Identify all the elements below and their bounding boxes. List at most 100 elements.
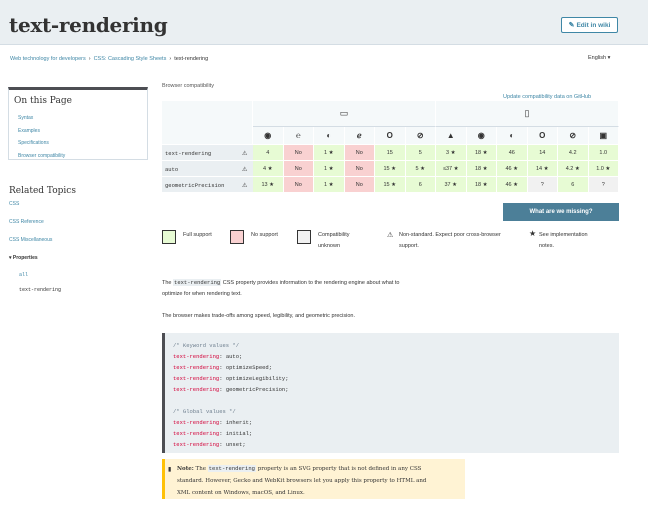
toc-item-examples[interactable]: Examples [18,127,40,134]
browser-icon: O [375,127,406,145]
compat-cell[interactable]: 46 ★ [497,177,528,193]
update-compat-link[interactable]: Update compatibility data on GitHub [503,94,592,100]
compat-cell[interactable]: 1 ★ [314,161,345,177]
warning-icon: ⚠ [242,149,248,157]
legend-nonstandard: Non-standard. Expect poor cross-browser … [399,232,501,249]
compat-cell[interactable]: 18 ★ [466,145,497,161]
feature-name: text-rendering [165,149,212,157]
compat-cell[interactable]: 15 ★ [375,161,406,177]
legend-no: No support [251,232,278,238]
related-prop-text-rendering: text-rendering [19,287,62,293]
compat-cell[interactable]: 4 ★ [253,161,284,177]
feature-row-header [162,145,253,161]
notes-icon: ★ [529,229,537,238]
note-box: ▮ Note: The text-rendering property is a… [162,459,465,499]
compat-cell[interactable]: 4.2 ★ [558,161,589,177]
code-line: text-rendering: optimizeLegibility; [173,375,289,382]
code-line: text-rendering: inherit; [173,419,253,426]
compat-cell[interactable]: No [283,145,314,161]
note-flag-icon: ▮ [168,466,172,473]
compat-cell[interactable]: 46 ★ [497,161,528,177]
warning-icon: ⚠ [242,165,248,173]
compat-cell[interactable]: 18 ★ [466,177,497,193]
related-link-css[interactable]: CSS [9,201,20,207]
compat-cell[interactable]: 37 ★ [436,177,467,193]
compat-cell[interactable]: No [344,177,375,193]
page-header: text-rendering ✎ Edit in wiki [0,0,648,45]
code-line: text-rendering: auto; [173,353,243,360]
desktop-icon: ▭ [339,108,349,118]
compat-cell[interactable]: 15 [375,145,406,161]
related-link-css-reference[interactable]: CSS Reference [9,219,44,225]
compat-cell[interactable]: No [344,161,375,177]
toc-item-browser-compat[interactable]: Browser compatibility [18,152,66,159]
browser-icon: ◐ [314,127,345,145]
breadcrumb: Web technology for developers › CSS: Casc… [10,56,209,62]
browser-icon: ▣ [588,127,619,145]
compat-cell[interactable]: 3 ★ [436,145,467,161]
compat-cell[interactable]: 1 ★ [314,177,345,193]
compat-cell[interactable]: 14 ★ [527,161,558,177]
browser-icon: ◐ [497,127,528,145]
mobile-group: ▯ [436,101,619,127]
compat-cell[interactable]: No [344,145,375,161]
what-are-we-missing-button[interactable]: What are we missing? [503,203,619,221]
compat-cell[interactable]: 4 [253,145,284,161]
compat-cell[interactable]: 4.2 [558,145,589,161]
compat-cell[interactable]: No [283,161,314,177]
compat-cell[interactable]: 5 ★ [405,161,436,177]
compat-cell[interactable]: 1.0 [588,145,619,161]
feature-row-header [162,177,253,193]
mobile-icon: ▯ [524,108,530,118]
legend-notes: See implementation notes. [539,232,588,249]
breadcrumb-link[interactable]: CSS: Cascading Style Sheets [93,56,167,62]
compat-cell[interactable]: 13 ★ [253,177,284,193]
compat-cell[interactable]: 1 ★ [314,145,345,161]
legend-unknown: Compatibility unknown [318,232,350,249]
related-link-css-misc[interactable]: CSS Miscellaneous [9,237,53,243]
intro-paragraph: The text-rendering CSS property provides… [162,279,400,297]
compat-cell[interactable]: 6 [405,177,436,193]
compat-cell[interactable]: 15 ★ [375,177,406,193]
page-title: text-rendering [9,13,168,37]
compat-cell[interactable]: 6 [558,177,589,193]
edit-label: Edit in wiki [576,21,611,29]
feature-row-header [162,161,253,177]
browser-icon: ◉ [253,127,284,145]
compat-table: ▭ ▯ ◉ ℮ ◐ ℯ O ⊘ ▲ ◉ ◐ O ⊘ ▣ text-rendering ⚠ 4 No 1 ★ No… [162,101,619,201]
browser-icon: ⊘ [558,127,589,145]
tradeoffs-paragraph: The browser makes trade-offs among speed… [162,313,356,319]
desktop-group: ▭ [253,101,436,127]
compat-cell[interactable]: 14 [527,145,558,161]
table-corner [162,101,253,145]
legend-full: Full support [183,232,212,238]
browser-icon: ℮ [283,127,314,145]
compat-cell[interactable]: 46 [497,145,528,161]
browser-icon: ◉ [466,127,497,145]
compat-cell[interactable]: ≤37 ★ [436,161,467,177]
browser-icon: ▲ [436,127,467,145]
compat-cell[interactable]: 18 ★ [466,161,497,177]
compat-cell[interactable]: ? [527,177,558,193]
breadcrumb-current: text-rendering [174,56,209,62]
code-line: text-rendering: optimizeSpeed; [173,364,273,371]
toc-heading: On this Page [14,96,72,106]
compat-cell[interactable]: No [283,177,314,193]
edit-in-wiki-button[interactable]: ✎ Edit in wiki [561,17,618,33]
code-line: text-rendering: initial; [173,430,253,437]
compat-cell[interactable]: 1.0 ★ [588,161,619,177]
compat-cell[interactable]: 5 [405,145,436,161]
legend-full-swatch [162,230,176,244]
feature-name: geometricPrecision [165,181,225,189]
code-line: text-rendering: unset; [173,441,246,448]
properties-toggle[interactable]: ▾ Properties [9,255,38,261]
pencil-icon: ✎ [568,22,575,29]
code-line: text-rendering: geometricPrecision; [173,386,289,393]
toc-item-specifications[interactable]: Specifications [18,140,49,146]
warning-icon: ⚠ [387,232,394,239]
related-prop-all[interactable]: all [19,272,29,278]
compat-cell[interactable]: ? [588,177,619,193]
toc-item-syntax[interactable]: Syntax [18,115,34,121]
language-select[interactable]: English ▾ [588,55,611,61]
breadcrumb-link[interactable]: Web technology for developers [10,56,86,62]
